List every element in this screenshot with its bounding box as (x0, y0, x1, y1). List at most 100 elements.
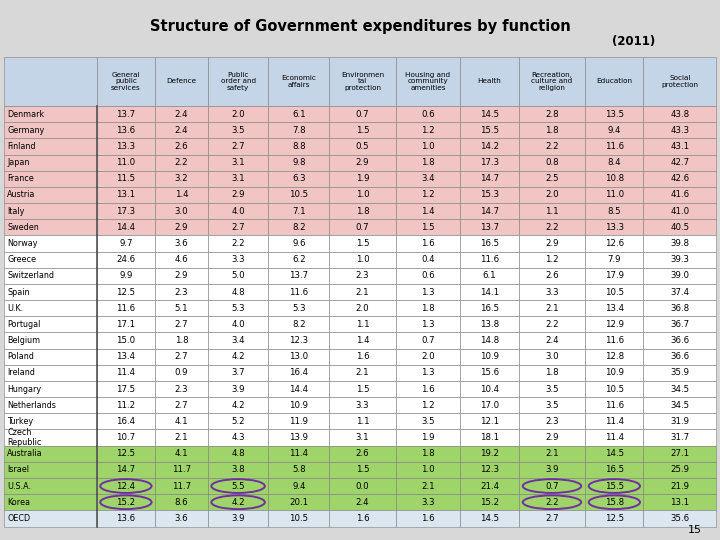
Text: U.S.A.: U.S.A. (7, 482, 31, 490)
Bar (155, 235, 208, 252)
Bar (207, 413, 269, 429)
Bar (395, 235, 461, 252)
Bar (207, 268, 269, 284)
Bar (96, 106, 155, 122)
Bar (207, 316, 269, 333)
Text: 6.3: 6.3 (292, 174, 306, 183)
Text: 3.3: 3.3 (545, 287, 559, 296)
Bar (518, 300, 585, 316)
Bar (4, 316, 96, 333)
Text: 3.3: 3.3 (421, 498, 435, 507)
Bar (395, 57, 461, 106)
Text: 12.5: 12.5 (605, 514, 624, 523)
Bar (96, 446, 155, 462)
Text: 3.1: 3.1 (231, 174, 245, 183)
Bar (207, 138, 269, 154)
Bar (155, 138, 208, 154)
Text: 31.9: 31.9 (670, 417, 690, 426)
Bar (518, 171, 585, 187)
Bar (207, 365, 269, 381)
Text: 0.4: 0.4 (421, 255, 435, 264)
Text: 10.4: 10.4 (480, 384, 499, 394)
Bar (155, 381, 208, 397)
Text: Korea: Korea (7, 498, 30, 507)
Bar (4, 284, 96, 300)
Text: Japan: Japan (7, 158, 30, 167)
Text: 14.4: 14.4 (289, 384, 308, 394)
Text: 1.0: 1.0 (356, 191, 369, 199)
Bar (518, 316, 585, 333)
Bar (585, 268, 644, 284)
Bar (207, 252, 269, 268)
Bar (329, 446, 395, 462)
Text: 39.8: 39.8 (670, 239, 690, 248)
Bar (269, 57, 329, 106)
Bar (207, 349, 269, 365)
Bar (4, 397, 96, 413)
Text: 2.9: 2.9 (175, 223, 188, 232)
Text: 41.0: 41.0 (670, 207, 690, 215)
Bar (395, 510, 461, 526)
Text: 10.5: 10.5 (289, 514, 308, 523)
Bar (155, 268, 208, 284)
Text: 2.6: 2.6 (174, 142, 188, 151)
Bar (155, 462, 208, 478)
Text: 1.0: 1.0 (421, 142, 435, 151)
Bar (329, 349, 395, 365)
Bar (644, 462, 716, 478)
Bar (518, 381, 585, 397)
Text: Israel: Israel (7, 465, 30, 475)
Bar (269, 316, 329, 333)
Text: 4.1: 4.1 (174, 449, 188, 458)
Text: Education: Education (596, 78, 632, 84)
Bar (155, 316, 208, 333)
Text: 13.0: 13.0 (289, 352, 308, 361)
Bar (644, 397, 716, 413)
Text: 39.3: 39.3 (670, 255, 690, 264)
Bar (329, 510, 395, 526)
Bar (585, 187, 644, 203)
Bar (644, 268, 716, 284)
Bar (585, 333, 644, 349)
Bar (269, 235, 329, 252)
Text: 1.3: 1.3 (421, 287, 435, 296)
Bar (460, 203, 518, 219)
Bar (329, 494, 395, 510)
Text: 25.9: 25.9 (670, 465, 690, 475)
Bar (460, 106, 518, 122)
Text: 11.6: 11.6 (605, 401, 624, 410)
Text: 2.5: 2.5 (545, 174, 559, 183)
Bar (329, 316, 395, 333)
Bar (329, 365, 395, 381)
Text: Spain: Spain (7, 287, 30, 296)
Bar (4, 268, 96, 284)
Text: 0.7: 0.7 (545, 482, 559, 490)
Bar (460, 381, 518, 397)
Bar (585, 381, 644, 397)
Text: 3.5: 3.5 (421, 417, 435, 426)
Text: 2.3: 2.3 (174, 287, 188, 296)
Bar (155, 510, 208, 526)
Bar (155, 333, 208, 349)
Bar (155, 494, 208, 510)
Bar (269, 429, 329, 445)
Bar (207, 397, 269, 413)
Text: 3.3: 3.3 (231, 255, 245, 264)
Bar (207, 478, 269, 494)
Bar (395, 171, 461, 187)
Text: 15.0: 15.0 (117, 336, 135, 345)
Bar (395, 397, 461, 413)
Text: 3.7: 3.7 (231, 368, 245, 377)
Text: 4.0: 4.0 (231, 320, 245, 329)
Bar (518, 187, 585, 203)
Bar (329, 235, 395, 252)
Bar (207, 381, 269, 397)
Bar (96, 365, 155, 381)
Bar (585, 349, 644, 365)
Bar (269, 397, 329, 413)
Bar (460, 510, 518, 526)
Text: 1.8: 1.8 (421, 449, 435, 458)
Text: Structure of Government expenditures by function: Structure of Government expenditures by … (150, 19, 570, 34)
Text: 2.3: 2.3 (545, 417, 559, 426)
Bar (518, 413, 585, 429)
